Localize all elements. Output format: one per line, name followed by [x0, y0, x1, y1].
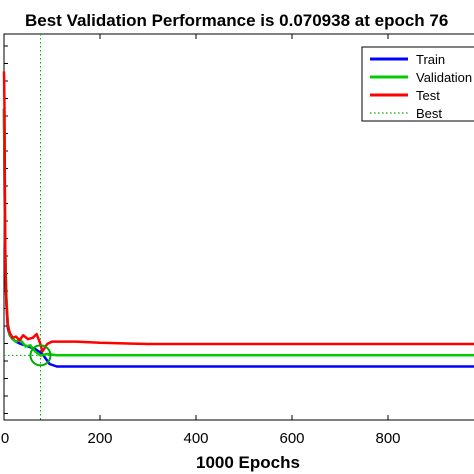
x-tick-label: 0 [1, 430, 9, 447]
x-ticks [3, 34, 389, 420]
legend: Train Validation Test Best [361, 46, 474, 122]
x-tick-labels: 0 200 400 600 800 [1, 430, 401, 447]
test-line [2, 71, 474, 353]
x-axis-label: 1000 Epochs [196, 453, 300, 472]
legend-best-label: Best [416, 106, 442, 121]
legend-validation-label: Validation [416, 70, 472, 85]
x-tick-label: 200 [87, 430, 112, 447]
legend-test-label: Test [416, 88, 440, 103]
legend-train-label: Train [416, 52, 445, 67]
x-tick-label: 600 [279, 430, 304, 447]
chart-title: Best Validation Performance is 0.070938 … [25, 11, 448, 30]
x-tick-label: 800 [375, 430, 400, 447]
x-tick-label: 400 [183, 430, 208, 447]
best-point-marker [29, 344, 52, 367]
